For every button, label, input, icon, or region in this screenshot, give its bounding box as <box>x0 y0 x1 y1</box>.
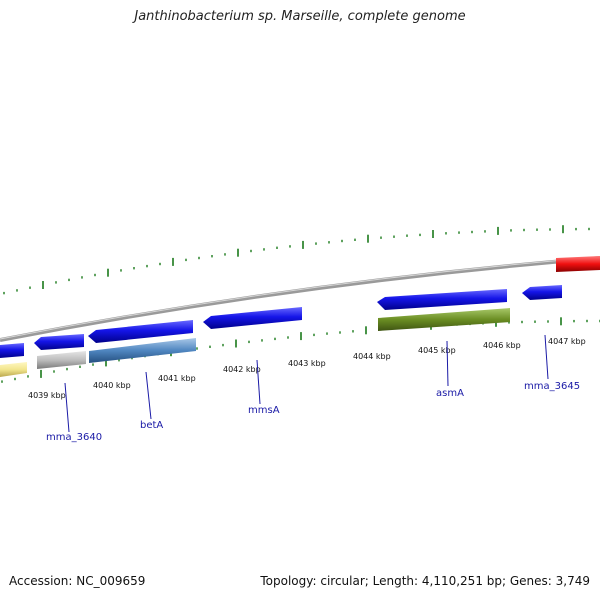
tick-label: 4039 kbp <box>28 391 66 400</box>
label-leader-mma-3645 <box>544 334 549 380</box>
tick-label: 4041 kbp <box>158 374 196 383</box>
genome-summary: Topology: circular; Length: 4,110,251 bp… <box>260 574 590 588</box>
cds-blue-3 <box>88 320 193 343</box>
label-leader-mma-3640 <box>64 382 70 433</box>
cds-blue-5 <box>377 289 507 310</box>
olive-feature <box>378 308 510 331</box>
map-title: Janthinobacterium sp. Marseille, complet… <box>134 9 466 24</box>
gene-label-mmsa: mmsA <box>248 405 280 416</box>
tick-label: 4047 kbp <box>548 337 586 346</box>
backbone-highlight <box>0 256 600 340</box>
tick-label: 4043 kbp <box>288 359 326 368</box>
red-feature <box>556 256 600 272</box>
gene-label-asma: asmA <box>436 388 464 399</box>
cds-blue-2 <box>34 334 84 350</box>
outer-tick-row <box>3 225 590 295</box>
cds-blue-4 <box>203 307 302 329</box>
label-leader-beta <box>145 371 152 420</box>
tick-label: 4042 kbp <box>223 365 261 374</box>
cds-blue-6 <box>522 285 562 300</box>
yellow-feature <box>0 362 27 377</box>
tick-label: 4046 kbp <box>483 341 521 350</box>
cds-blue-1 <box>0 343 24 358</box>
backbone-line <box>0 256 600 342</box>
steelblue-feature <box>89 338 196 363</box>
label-leader-asma <box>446 340 449 387</box>
accession-label: Accession: NC_009659 <box>9 574 146 588</box>
gene-label-beta: betA <box>140 420 163 431</box>
inner-tick-row <box>1 317 600 383</box>
grey-feature <box>37 351 86 369</box>
tick-label: 4044 kbp <box>353 352 391 361</box>
tick-label: 4040 kbp <box>93 381 131 390</box>
gene-label-mma-3640: mma_3640 <box>46 432 102 443</box>
label-leader-mmsa <box>256 359 261 405</box>
gene-label-mma-3645: mma_3645 <box>524 381 580 392</box>
tick-label: 4045 kbp <box>418 346 456 355</box>
